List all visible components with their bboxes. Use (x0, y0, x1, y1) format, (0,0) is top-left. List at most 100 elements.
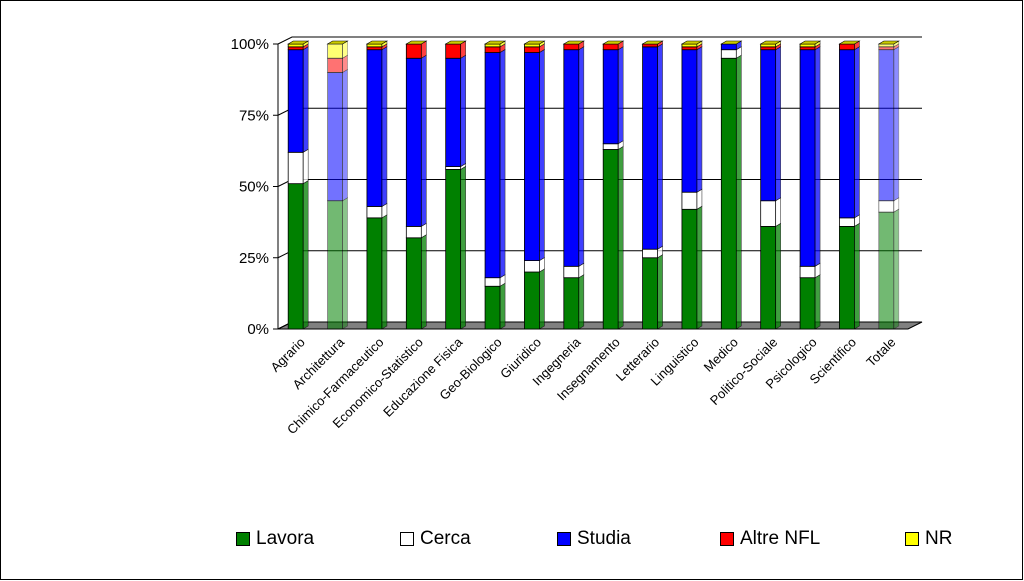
bar-segment-studia (878, 49, 895, 202)
bar-segment-altre-nfl (445, 43, 462, 59)
bar-side-lavora (539, 268, 545, 330)
legend-label: Cerca (420, 528, 471, 549)
bar-side-studia (499, 49, 506, 279)
y-tick-label: 100% (231, 36, 269, 53)
bar-segment-studia (366, 49, 383, 207)
x-tick-label-politico-sociale: Politico-Sociale (707, 335, 780, 408)
y-tick-label: 25% (239, 250, 269, 267)
bar-segment-lavora (524, 271, 540, 330)
bar-side-studia (657, 43, 663, 250)
bar-segment-lavora (445, 168, 462, 330)
bar-side-studia (893, 46, 900, 202)
bar-segment-lavora (484, 285, 501, 330)
bar-top-cap (405, 40, 428, 45)
bar-segment-nr (681, 43, 698, 48)
bar-segment-studia (720, 43, 737, 51)
bar-top-cap (720, 40, 743, 45)
bar-segment-altre-nfl (799, 46, 816, 51)
bar-segment-studia (799, 49, 816, 267)
bar-segment-studia (602, 49, 619, 145)
bar-segment-altre-nfl (405, 43, 422, 59)
bar-segment-cerca (484, 277, 501, 287)
bar-segment-studia (445, 57, 462, 167)
bar-side-lavora (381, 214, 388, 330)
bar-side-lavora (342, 197, 348, 330)
bar-segment-cerca (287, 151, 304, 185)
bar-segment-altre-nfl (681, 46, 698, 51)
bar-side-lavora (893, 208, 900, 330)
bar-segment-cerca (681, 191, 698, 210)
bar-top-cap (602, 40, 625, 45)
bar-side-cerca (696, 188, 703, 210)
bar-segment-studia (839, 49, 855, 219)
bar-segment-cerca (878, 200, 895, 213)
bar-segment-studia (642, 46, 658, 250)
bar-segment-altre-nfl (484, 46, 501, 53)
bar-side-studia (617, 46, 624, 145)
legend-label: NR (925, 528, 953, 549)
bar-top-cap (680, 40, 704, 45)
bar-segment-nr (760, 43, 777, 48)
bar-side-lavora (460, 165, 466, 330)
bar-side-lavora (814, 274, 821, 330)
chart-legend: Lavora Cerca Studia Altre NFL NR (0, 528, 1024, 554)
legend-swatch (400, 532, 414, 546)
bar-top-cap (365, 40, 389, 45)
legend-item-cerca: Cerca (400, 528, 471, 550)
bar-top-cap (562, 40, 585, 45)
bar-segment-nr (287, 43, 304, 48)
bar-segment-nr (484, 43, 501, 48)
bar-segment-studia (524, 52, 540, 262)
bar-segment-cerca (445, 166, 462, 170)
bar-segment-lavora (799, 277, 816, 330)
legend-label: Lavora (256, 528, 315, 549)
bar-top-cap (326, 40, 349, 45)
bar-segment-nr (327, 43, 343, 59)
bar-segment-lavora (287, 183, 304, 330)
bar-segment-nr (799, 43, 816, 48)
bar-segment-altre-nfl (878, 46, 895, 51)
bar-segment-studia (563, 49, 580, 267)
bar-side-cerca (302, 148, 309, 185)
bar-top-cap (287, 40, 310, 45)
bar-segment-lavora (602, 149, 619, 330)
bar-side-lavora (775, 222, 781, 330)
bar-top-cap (798, 40, 822, 45)
bar-segment-altre-nfl (563, 43, 580, 51)
bar-segment-cerca (760, 200, 777, 227)
bar-side-studia (302, 46, 309, 153)
bar-segment-lavora (878, 211, 895, 330)
legend-label: Altre NFL (740, 528, 821, 549)
bar-side-cerca (893, 197, 900, 213)
bar-side-studia (460, 54, 466, 168)
bar-segment-studia (484, 52, 501, 279)
bar-segment-altre-nfl (287, 46, 304, 51)
bar-segment-cerca (563, 265, 580, 279)
bar-top-cap (523, 40, 546, 45)
bar-segment-lavora (327, 200, 343, 330)
bar-side-studia (814, 46, 821, 267)
bar-top-cap (838, 40, 861, 45)
legend-swatch (557, 532, 571, 546)
bar-segment-altre-nfl (839, 43, 855, 51)
bar-segment-lavora (563, 277, 580, 330)
bar-segment-studia (287, 49, 304, 153)
bar-segment-altre-nfl (602, 43, 619, 51)
legend-item-nr: NR (905, 528, 952, 550)
bar-segment-lavora (760, 225, 777, 330)
bar-side-lavora (578, 274, 585, 330)
bar-segment-cerca (839, 217, 855, 227)
bar-segment-lavora (681, 208, 698, 330)
bar-segment-altre-nfl (760, 46, 777, 51)
legend-swatch (236, 532, 250, 546)
bar-top-cap (444, 40, 467, 45)
bar-segment-studia (405, 57, 422, 227)
bar-side-altre-nfl (342, 54, 348, 74)
bar-side-studia (775, 46, 781, 202)
legend-swatch (720, 532, 734, 546)
bar-segment-cerca (405, 225, 422, 239)
bar-side-lavora (736, 54, 742, 330)
bar-segment-studia (327, 72, 343, 202)
y-tick-label: 50% (239, 179, 269, 196)
